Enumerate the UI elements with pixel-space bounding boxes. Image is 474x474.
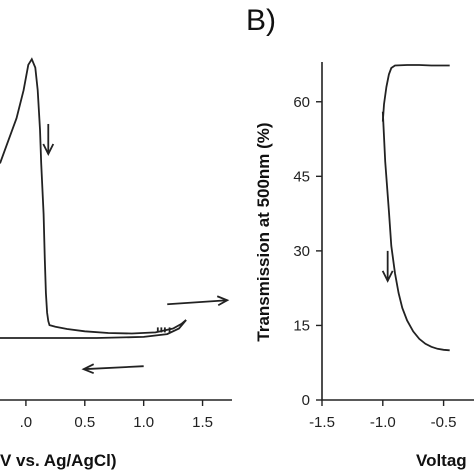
panel-a-chart: .0 0.5 1.0 1.5 V vs. Ag/AgCl) — [0, 57, 232, 470]
panel-b-y-tick-label: 45 — [293, 168, 310, 185]
panel-b-series-2-line — [381, 64, 450, 122]
panel-b-y-axis-title: Transmission at 500nm (%) — [254, 122, 273, 341]
panel-a-x-tick-label: 1.5 — [192, 414, 213, 431]
panel-a-x-axis-title: V vs. Ag/AgCl) — [0, 451, 117, 470]
panel-b-axes — [321, 62, 474, 401]
panel-a-x-tick-label: .0 — [20, 414, 33, 431]
panel-a-arrow-down-annotation-head — [42, 143, 55, 156]
panel-b-y-tick-label: 60 — [293, 94, 310, 111]
panel-a-arrow-right-annotation-head — [216, 295, 230, 307]
panel-b-y-tick-label: 0 — [302, 392, 310, 409]
panel-b-x-tick-label: -1.5 — [309, 414, 335, 431]
panel-a-arrow-right-annotation — [167, 295, 230, 307]
panel-a-series-1-line — [0, 57, 187, 335]
panel-b-label: B) — [246, 4, 276, 37]
panel-b-y-tick-label: 30 — [293, 243, 310, 260]
panel-b-x-tick-label: -1.0 — [370, 414, 396, 431]
panel-a-arrow-left-annotation — [81, 363, 144, 375]
panel-a-series-2-line — [0, 319, 187, 339]
panel-a-arrow-left-annotation-head — [81, 363, 95, 375]
panel-b-chart: B) 0 15 30 45 60 -1.5 -1.0 -0.5 Transmission a… — [246, 4, 474, 470]
panel-b-arrow-down-annotation-head — [381, 270, 394, 283]
panel-b-series-1-line — [381, 111, 450, 352]
panel-a-arrow-right-annotation-shaft — [167, 299, 228, 306]
panel-b-x-tick-label: -0.5 — [431, 414, 457, 431]
panel-b-arrow-down-annotation — [381, 250, 394, 283]
panel-a-arrow-left-annotation-shaft — [83, 365, 144, 371]
panel-b-y-tick-label: 15 — [293, 317, 310, 334]
panel-a-arrow-down-annotation — [42, 123, 55, 156]
panel-b-x-axis-title: Voltag — [416, 451, 467, 470]
panel-a-x-tick-label: 0.5 — [74, 414, 95, 431]
panel-a-x-tick-label: 1.0 — [133, 414, 154, 431]
